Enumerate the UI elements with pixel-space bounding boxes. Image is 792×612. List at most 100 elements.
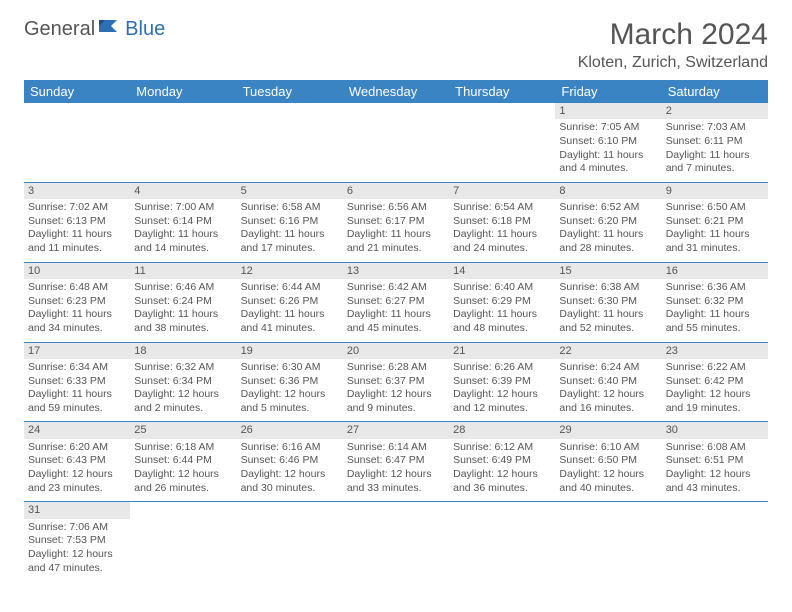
day-line: Sunset: 6:43 PM (28, 454, 126, 468)
day-line: Sunset: 6:32 PM (666, 295, 764, 309)
day-line: and 28 minutes. (559, 242, 657, 256)
day-line: Sunset: 6:18 PM (453, 215, 551, 229)
day-number-cell (343, 103, 449, 119)
day-line: and 31 minutes. (666, 242, 764, 256)
day-content-cell (449, 119, 555, 182)
day-line: Daylight: 12 hours (347, 468, 445, 482)
day-line: and 9 minutes. (347, 402, 445, 416)
day-line: Sunset: 6:14 PM (134, 215, 232, 229)
day-line: Daylight: 11 hours (666, 308, 764, 322)
day-line: Sunrise: 7:00 AM (134, 201, 232, 215)
day-content-cell: Sunrise: 6:08 AMSunset: 6:51 PMDaylight:… (662, 439, 768, 502)
daynum-row: 3456789 (24, 182, 768, 199)
day-line: Sunrise: 6:40 AM (453, 281, 551, 295)
day-line: Sunrise: 6:38 AM (559, 281, 657, 295)
day-line: Daylight: 11 hours (28, 308, 126, 322)
day-line: Sunrise: 6:42 AM (347, 281, 445, 295)
day-number-cell (237, 103, 343, 119)
day-content-cell: Sunrise: 6:54 AMSunset: 6:18 PMDaylight:… (449, 199, 555, 262)
day-line: Sunrise: 6:46 AM (134, 281, 232, 295)
day-content-cell: Sunrise: 6:42 AMSunset: 6:27 PMDaylight:… (343, 279, 449, 342)
day-line: and 5 minutes. (241, 402, 339, 416)
day-line: Sunrise: 6:44 AM (241, 281, 339, 295)
day-line: Daylight: 12 hours (453, 388, 551, 402)
day-line: Daylight: 12 hours (453, 468, 551, 482)
day-line: Sunrise: 6:18 AM (134, 441, 232, 455)
day-number-cell: 3 (24, 182, 130, 199)
day-line: Daylight: 11 hours (559, 149, 657, 163)
day-line: and 55 minutes. (666, 322, 764, 336)
day-content-cell (237, 519, 343, 582)
day-line: Sunset: 6:39 PM (453, 375, 551, 389)
day-number-cell (24, 103, 130, 119)
day-line: and 4 minutes. (559, 162, 657, 176)
day-line: Sunset: 6:23 PM (28, 295, 126, 309)
day-content-cell: Sunrise: 6:36 AMSunset: 6:32 PMDaylight:… (662, 279, 768, 342)
calendar-table: Sunday Monday Tuesday Wednesday Thursday… (24, 80, 768, 581)
day-line: and 23 minutes. (28, 482, 126, 496)
day-line: and 12 minutes. (453, 402, 551, 416)
day-content-cell: Sunrise: 6:24 AMSunset: 6:40 PMDaylight:… (555, 359, 661, 422)
day-line: Daylight: 12 hours (134, 388, 232, 402)
day-content-cell: Sunrise: 6:56 AMSunset: 6:17 PMDaylight:… (343, 199, 449, 262)
day-number-cell: 28 (449, 422, 555, 439)
day-line: and 14 minutes. (134, 242, 232, 256)
day-line: Sunset: 6:34 PM (134, 375, 232, 389)
location-subtitle: Kloten, Zurich, Switzerland (578, 54, 768, 72)
day-number-cell: 22 (555, 342, 661, 359)
day-line: Daylight: 11 hours (453, 308, 551, 322)
day-number-cell: 4 (130, 182, 236, 199)
day-number-cell: 27 (343, 422, 449, 439)
content-row: Sunrise: 7:05 AMSunset: 6:10 PMDaylight:… (24, 119, 768, 182)
day-line: Sunset: 6:26 PM (241, 295, 339, 309)
day-number-cell: 11 (130, 262, 236, 279)
day-content-cell: Sunrise: 6:28 AMSunset: 6:37 PMDaylight:… (343, 359, 449, 422)
day-line: and 47 minutes. (28, 562, 126, 576)
day-line: Sunset: 6:44 PM (134, 454, 232, 468)
day-line: Sunrise: 6:48 AM (28, 281, 126, 295)
day-line: Daylight: 12 hours (559, 468, 657, 482)
day-number-cell (555, 502, 661, 519)
daynum-row: 17181920212223 (24, 342, 768, 359)
daynum-row: 31 (24, 502, 768, 519)
day-number-cell: 26 (237, 422, 343, 439)
day-line: Sunset: 6:27 PM (347, 295, 445, 309)
day-number-cell: 5 (237, 182, 343, 199)
day-line: Daylight: 12 hours (559, 388, 657, 402)
day-content-cell (449, 519, 555, 582)
weekday-header: Sunday (24, 80, 130, 103)
content-row: Sunrise: 6:34 AMSunset: 6:33 PMDaylight:… (24, 359, 768, 422)
day-line: Sunrise: 6:58 AM (241, 201, 339, 215)
day-number-cell: 21 (449, 342, 555, 359)
logo-text-blue: Blue (125, 18, 165, 41)
day-number-cell: 9 (662, 182, 768, 199)
weekday-header: Tuesday (237, 80, 343, 103)
day-line: Daylight: 12 hours (347, 388, 445, 402)
header: General Blue March 2024 Kloten, Zurich, … (24, 18, 768, 72)
day-line: Daylight: 12 hours (666, 468, 764, 482)
day-line: Sunset: 6:24 PM (134, 295, 232, 309)
day-number-cell: 2 (662, 103, 768, 119)
day-number-cell (130, 502, 236, 519)
day-line: Sunrise: 6:12 AM (453, 441, 551, 455)
day-content-cell (24, 119, 130, 182)
day-line: Sunset: 6:20 PM (559, 215, 657, 229)
day-line: Daylight: 11 hours (134, 228, 232, 242)
day-line: Daylight: 12 hours (241, 468, 339, 482)
day-number-cell: 13 (343, 262, 449, 279)
day-line: Daylight: 12 hours (134, 468, 232, 482)
day-line: and 40 minutes. (559, 482, 657, 496)
day-line: Sunset: 6:17 PM (347, 215, 445, 229)
day-number-cell (343, 502, 449, 519)
day-line: and 34 minutes. (28, 322, 126, 336)
day-content-cell: Sunrise: 6:50 AMSunset: 6:21 PMDaylight:… (662, 199, 768, 262)
day-content-cell: Sunrise: 6:46 AMSunset: 6:24 PMDaylight:… (130, 279, 236, 342)
day-line: Daylight: 11 hours (559, 228, 657, 242)
day-number-cell (662, 502, 768, 519)
day-line: and 38 minutes. (134, 322, 232, 336)
day-line: Sunset: 7:53 PM (28, 534, 126, 548)
day-content-cell: Sunrise: 6:14 AMSunset: 6:47 PMDaylight:… (343, 439, 449, 502)
weekday-header: Wednesday (343, 80, 449, 103)
day-line: Sunset: 6:42 PM (666, 375, 764, 389)
day-number-cell: 31 (24, 502, 130, 519)
